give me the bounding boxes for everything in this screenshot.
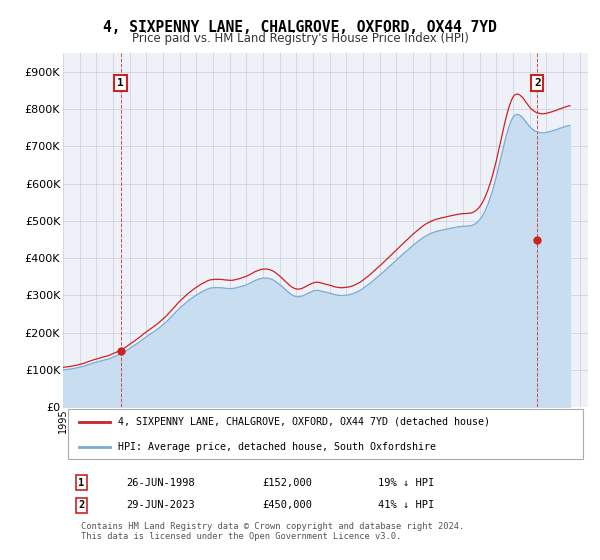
Text: HPI: Average price, detached house, South Oxfordshire: HPI: Average price, detached house, Sout… xyxy=(118,442,436,452)
Text: 41% ↓ HPI: 41% ↓ HPI xyxy=(378,500,434,510)
Text: 1: 1 xyxy=(78,478,85,488)
Text: 29-JUN-2023: 29-JUN-2023 xyxy=(126,500,195,510)
Text: 4, SIXPENNY LANE, CHALGROVE, OXFORD, OX44 7YD (detached house): 4, SIXPENNY LANE, CHALGROVE, OXFORD, OX4… xyxy=(118,417,490,427)
Text: £152,000: £152,000 xyxy=(263,478,313,488)
Text: Price paid vs. HM Land Registry's House Price Index (HPI): Price paid vs. HM Land Registry's House … xyxy=(131,32,469,45)
Text: 19% ↓ HPI: 19% ↓ HPI xyxy=(378,478,434,488)
Text: 26-JUN-1998: 26-JUN-1998 xyxy=(126,478,195,488)
Text: 4, SIXPENNY LANE, CHALGROVE, OXFORD, OX44 7YD: 4, SIXPENNY LANE, CHALGROVE, OXFORD, OX4… xyxy=(103,20,497,35)
Text: Contains HM Land Registry data © Crown copyright and database right 2024.
This d: Contains HM Land Registry data © Crown c… xyxy=(82,522,464,541)
FancyBboxPatch shape xyxy=(68,409,583,460)
Text: 2: 2 xyxy=(534,78,541,88)
Text: 2: 2 xyxy=(78,500,85,510)
Text: 1: 1 xyxy=(117,78,124,88)
Text: £450,000: £450,000 xyxy=(263,500,313,510)
